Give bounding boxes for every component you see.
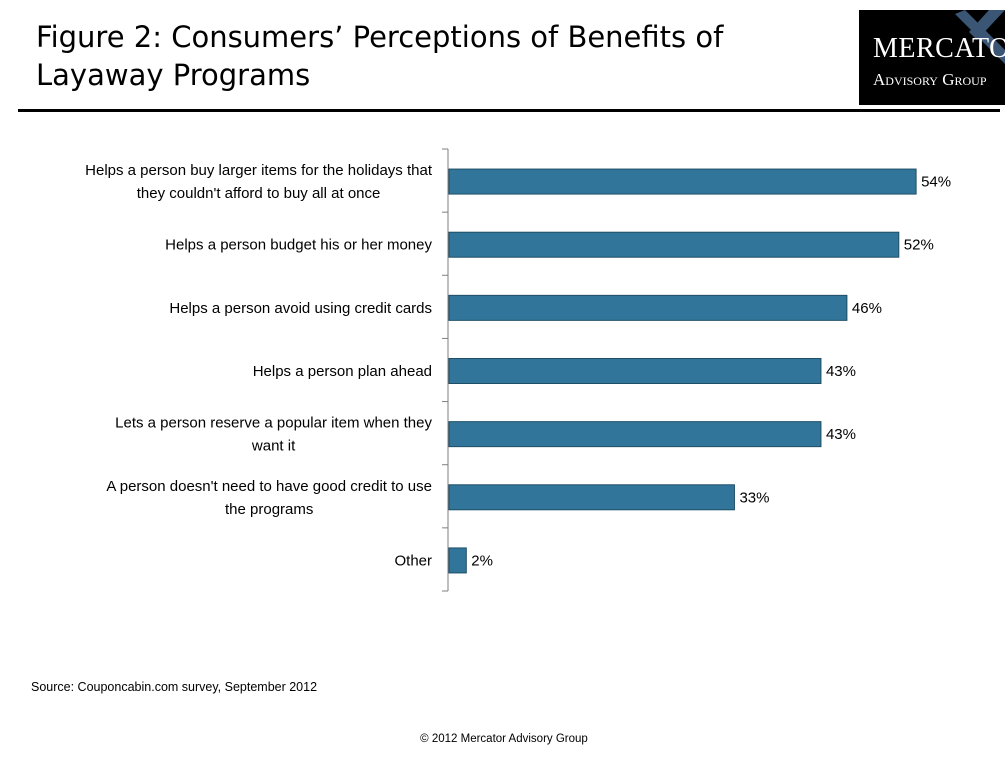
chart-axis (442, 148, 449, 592)
category-label-line: the programs (225, 501, 313, 518)
category-label-1: Helps a person buy larger items for the … (85, 162, 433, 202)
category-label-6: A person doesn't need to have good credi… (106, 478, 432, 518)
bar-6 (448, 484, 735, 511)
value-label-4: 43% (826, 363, 856, 380)
category-label-line: want it (251, 438, 296, 455)
category-label-line: Helps a person avoid using credit cards (169, 300, 432, 317)
bar-5 (448, 421, 822, 448)
category-label-2: Helps a person budget his or her money (165, 237, 432, 254)
chart-title: Figure 2: Consumers’ Perceptions of Bene… (36, 20, 724, 92)
category-label-4: Helps a person plan ahead (253, 363, 432, 380)
source-note: Source: Couponcabin.com survey, Septembe… (31, 680, 318, 694)
value-label-2: 52% (904, 237, 934, 254)
category-label-5: Lets a person reserve a popular item whe… (115, 415, 432, 455)
logo-x-mark-icon (955, 10, 1005, 64)
category-label-line: Helps a person plan ahead (253, 363, 432, 380)
logo-subtitle: Advisory Group (873, 70, 987, 89)
bar-1 (448, 168, 917, 195)
bar-chart: 54% Helps a person buy larger items for t… (85, 148, 951, 592)
value-label-5: 43% (826, 426, 856, 443)
value-label-1: 54% (921, 174, 951, 191)
chart-labels: 54% Helps a person buy larger items for t… (85, 162, 951, 569)
category-label-line: they couldn't afford to buy all at once (137, 185, 381, 202)
bar-7 (448, 547, 467, 574)
category-label-line: A person doesn't need to have good credi… (106, 478, 432, 495)
logo-wordmark: Mercator (873, 33, 1005, 64)
copyright-notice: © 2012 Mercator Advisory Group (420, 733, 588, 745)
bar-3 (448, 294, 848, 321)
category-label-line: Helps a person buy larger items for the … (85, 162, 433, 179)
value-label-6: 33% (739, 489, 769, 506)
category-label-7: Other (394, 552, 432, 569)
category-label-line: Helps a person budget his or her money (165, 237, 432, 254)
bar-2 (448, 231, 900, 258)
chart-bars (448, 168, 917, 574)
bar-4 (448, 358, 822, 384)
category-label-line: Lets a person reserve a popular item whe… (115, 415, 432, 432)
value-label-7: 2% (471, 552, 493, 569)
title-divider (18, 109, 1000, 112)
category-label-3: Helps a person avoid using credit cards (169, 300, 432, 317)
mercator-logo: Mercator Advisory Group (859, 10, 1005, 105)
category-label-line: Other (394, 552, 432, 569)
value-label-3: 46% (852, 300, 882, 317)
